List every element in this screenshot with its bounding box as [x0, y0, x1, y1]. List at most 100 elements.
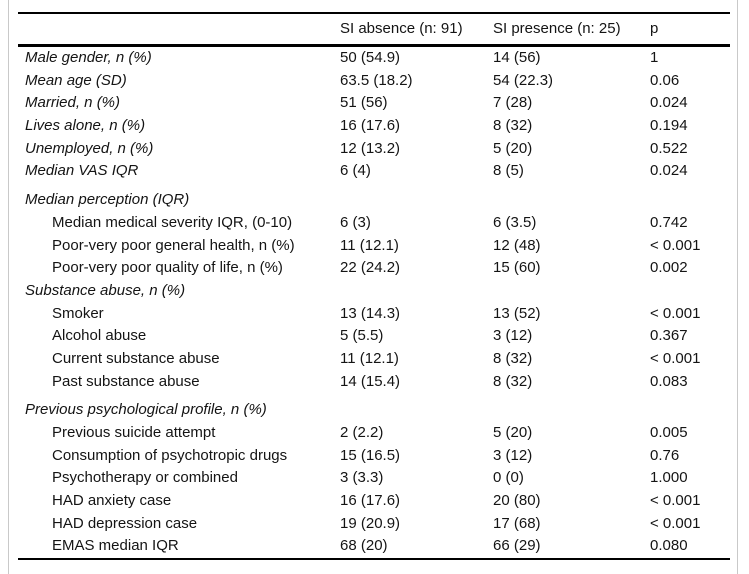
cell-p-value: [650, 280, 730, 303]
cell-si-presence: 7 (28): [493, 94, 533, 112]
cell-si-absence: 15 (16.5): [340, 446, 401, 464]
cell-si-absence: 51 (56): [340, 94, 388, 112]
cell-p-value: 1: [650, 49, 659, 66]
cell-si-absence: 11 (12.1): [340, 236, 399, 254]
table-row: Male gender, n (%) 50 (54.9) 14 (56) 1: [18, 47, 730, 70]
cell-p-value: 0.06: [650, 71, 680, 89]
cell-si-presence: 20 (80): [493, 492, 541, 510]
header-si-absence: SI absence (n: 91): [340, 20, 463, 37]
cell-si-absence: 6 (3): [340, 213, 371, 231]
cell-si-absence: 2 (2.2): [340, 424, 384, 441]
table-header-row: SI absence (n: 91) SI presence (n: 25) p: [18, 14, 730, 44]
cell-si-absence: 3 (3.3): [340, 469, 384, 487]
row-label: Previous psychological profile, n (%): [25, 401, 267, 419]
table-row: Median perception (IQR): [18, 189, 730, 212]
cell-si-absence: 12 (13.2): [340, 139, 401, 157]
cell-si-presence: 8 (32): [493, 349, 533, 367]
header-p-value: p: [650, 20, 659, 37]
cell-si-presence: 8 (32): [493, 372, 533, 390]
cell-si-absence: 22 (24.2): [340, 259, 401, 277]
table-row: Alcohol abuse 5 (5.5) 3 (12) 0.367: [18, 325, 730, 348]
row-label: Past substance abuse: [52, 372, 200, 390]
cell-p-value: 0.76: [650, 446, 680, 464]
table-row: Smoker 13 (14.3) 13 (52) < 0.001: [18, 303, 730, 326]
cell-p-value: 0.005: [650, 424, 688, 441]
comparison-table: SI absence (n: 91) SI presence (n: 25) p…: [18, 12, 730, 561]
cell-p-value: 0.083: [650, 372, 688, 390]
table-row: Current substance abuse 11 (12.1) 8 (32)…: [18, 348, 730, 371]
header-si-presence: SI presence (n: 25): [493, 20, 621, 37]
cell-si-absence: 16 (17.6): [340, 492, 401, 510]
cell-p-value: [650, 399, 730, 422]
cell-si-presence: 15 (60): [493, 259, 541, 277]
cell-si-absence: 16 (17.6): [340, 117, 401, 135]
cell-si-absence: 19 (20.9): [340, 514, 401, 532]
row-label: HAD depression case: [52, 514, 198, 532]
table-row: HAD anxiety case 16 (17.6) 20 (80) < 0.0…: [18, 490, 730, 513]
cell-p-value: 0.002: [650, 259, 688, 277]
cell-si-presence: 14 (56): [493, 49, 541, 66]
cell-p-value: 1.000: [650, 469, 688, 487]
row-label: Consumption of psychotropic drugs: [52, 446, 288, 464]
cell-si-presence: 3 (12): [493, 446, 533, 464]
cell-si-absence: 11 (12.1): [340, 349, 399, 367]
row-label: Poor-very poor general health, n (%): [52, 236, 295, 254]
header-divider-rule: [18, 44, 730, 47]
cell-si-presence: 0 (0): [493, 469, 524, 487]
table-bottom-rule: [18, 558, 730, 561]
cell-si-presence: 17 (68): [493, 514, 541, 532]
row-label: Median medical severity IQR, (0-10): [52, 213, 293, 231]
table-row: Previous suicide attempt 2 (2.2) 5 (20) …: [18, 422, 730, 445]
cell-si-presence: [493, 280, 650, 303]
row-label: Alcohol abuse: [52, 327, 147, 345]
row-label: Mean age (SD): [25, 71, 127, 89]
cell-si-absence: 14 (15.4): [340, 372, 401, 390]
row-label: Median VAS IQR: [25, 162, 139, 180]
cell-p-value: 0.194: [650, 117, 688, 135]
cell-si-absence: 68 (20): [340, 537, 388, 555]
cell-si-absence: [340, 399, 493, 422]
cell-p-value: 0.080: [650, 537, 688, 555]
cell-si-presence: 13 (52): [493, 304, 541, 322]
cell-si-absence: 63.5 (18.2): [340, 71, 413, 89]
cell-si-absence: 13 (14.3): [340, 304, 401, 322]
table-row: Poor-very poor quality of life, n (%) 22…: [18, 257, 730, 280]
row-label: Unemployed, n (%): [25, 139, 154, 157]
row-label: Married, n (%): [25, 94, 121, 112]
row-label: Substance abuse, n (%): [25, 281, 186, 299]
cell-si-presence: 66 (29): [493, 537, 541, 555]
row-label: EMAS median IQR: [52, 537, 179, 555]
cell-si-presence: 8 (5): [493, 162, 524, 180]
cell-p-value: 0.024: [650, 94, 688, 112]
row-label: Poor-very poor quality of life, n (%): [52, 259, 283, 277]
cell-si-absence: [340, 189, 493, 212]
table-row: Mean age (SD) 63.5 (18.2) 54 (22.3) 0.06: [18, 70, 730, 93]
table-row: Substance abuse, n (%): [18, 280, 730, 303]
row-label: Smoker: [52, 304, 104, 322]
cell-si-presence: 8 (32): [493, 117, 533, 135]
cell-p-value: < 0.001: [650, 304, 701, 322]
cell-p-value: < 0.001: [650, 492, 701, 510]
table-row: Unemployed, n (%) 12 (13.2) 5 (20) 0.522: [18, 138, 730, 161]
cell-si-presence: 12 (48): [493, 236, 541, 254]
row-label: Psychotherapy or combined: [52, 469, 238, 487]
row-label: HAD anxiety case: [52, 492, 172, 510]
figure-frame: SI absence (n: 91) SI presence (n: 25) p…: [8, 0, 738, 574]
cell-si-absence: [340, 280, 493, 303]
row-label: Previous suicide attempt: [52, 424, 216, 441]
table-row: Median medical severity IQR, (0-10) 6 (3…: [18, 212, 730, 235]
cell-si-presence: 6 (3.5): [493, 213, 537, 231]
table-row: HAD depression case 19 (20.9) 17 (68) < …: [18, 513, 730, 536]
cell-si-presence: 5 (20): [493, 139, 533, 157]
table-row: Married, n (%) 51 (56) 7 (28) 0.024: [18, 92, 730, 115]
cell-si-presence: [493, 189, 650, 212]
row-label: Current substance abuse: [52, 349, 220, 367]
table-body: Male gender, n (%) 50 (54.9) 14 (56) 1 M…: [18, 47, 730, 558]
row-label: Median perception (IQR): [25, 191, 190, 209]
cell-p-value: 0.742: [650, 213, 688, 231]
cell-p-value: 0.522: [650, 139, 688, 157]
cell-p-value: < 0.001: [650, 236, 701, 254]
table-row: Psychotherapy or combined 3 (3.3) 0 (0) …: [18, 467, 730, 490]
cell-p-value: < 0.001: [650, 349, 701, 367]
